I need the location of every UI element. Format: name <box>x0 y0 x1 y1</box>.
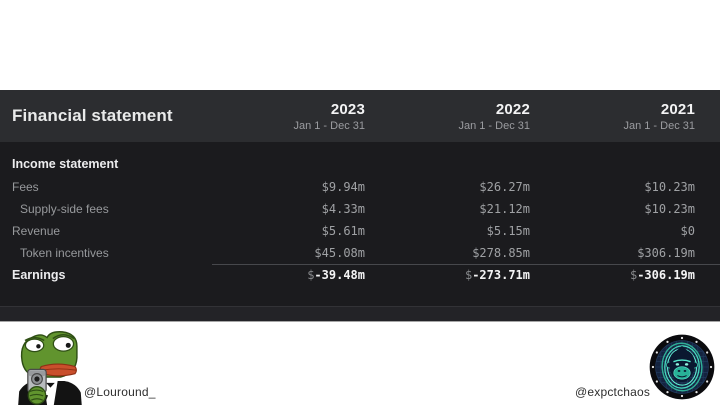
cell-value: $5.61m <box>321 224 365 238</box>
table-row-fees: Fees $9.94m $26.27m $10.23m <box>0 176 720 198</box>
column-header-2023: 2023 Jan 1 - Dec 31 <box>200 99 365 133</box>
cell-value: $278.85m <box>472 246 530 260</box>
right-twitter-handle: @expctchaos <box>575 385 651 399</box>
cell-value: $-39.48m <box>200 268 365 282</box>
cell-value: $306.19m <box>637 246 695 260</box>
cell-value: $21.12m <box>479 202 530 216</box>
gorilla-contour-avatar-icon <box>649 334 715 400</box>
currency-symbol: $ <box>629 268 638 282</box>
column-header-2022: 2022 Jan 1 - Dec 31 <box>365 99 530 133</box>
panel-title: Financial statement <box>12 106 173 125</box>
cell-value: $9.94m <box>321 180 365 194</box>
column-date-range: Jan 1 - Dec 31 <box>293 120 365 132</box>
cell-value: $10.23m <box>644 202 695 216</box>
cell-value: $10.23m <box>644 180 695 194</box>
currency-symbol: $ <box>307 268 315 282</box>
cell-value: $26.27m <box>479 180 530 194</box>
column-date-range: Jan 1 - Dec 31 <box>458 120 530 132</box>
column-year: 2023 <box>330 101 365 118</box>
row-label: Supply-side fees <box>20 202 109 216</box>
earnings-amount: -273.71m <box>472 268 530 282</box>
earnings-divider-line <box>212 264 720 265</box>
cell-value: $-306.19m <box>530 268 695 282</box>
statement-body: Income statement Fees $9.94m $26.27m $10… <box>0 142 720 306</box>
cell-value: $-273.71m <box>365 268 530 282</box>
column-header-2021: 2021 Jan 1 - Dec 31 <box>530 99 695 133</box>
column-year: 2021 <box>660 101 695 118</box>
left-twitter-handle: @Louround_ <box>84 385 156 399</box>
earnings-amount: -306.19m <box>637 268 695 282</box>
cell-value: $0 <box>680 224 695 238</box>
currency-symbol: $ <box>464 268 473 282</box>
table-row-supply-side-fees: Supply-side fees $4.33m $21.12m $10.23m <box>0 198 720 220</box>
financial-statement-panel: Financial statement 2023 Jan 1 - Dec 31 … <box>0 90 720 322</box>
table-row-token-incentives: Token incentives $45.08m $278.85m $306.1… <box>0 242 720 264</box>
cell-value: $45.08m <box>314 246 365 260</box>
row-label: Fees <box>12 180 39 194</box>
section-header-income-statement: Income statement <box>12 157 119 171</box>
table-row-earnings: Earnings $-39.48m $-273.71m $-306.19m <box>0 264 720 286</box>
row-label: Token incentives <box>20 246 109 260</box>
pepe-tuxedo-gun-meme-icon <box>18 331 82 405</box>
column-date-range: Jan 1 - Dec 31 <box>623 120 695 132</box>
earnings-amount: -39.48m <box>314 268 365 282</box>
row-label: Earnings <box>12 268 66 282</box>
column-year: 2022 <box>495 101 530 118</box>
cell-value: $4.33m <box>321 202 365 216</box>
statement-header: Financial statement 2023 Jan 1 - Dec 31 … <box>0 90 720 142</box>
table-row-revenue: Revenue $5.61m $5.15m $0 <box>0 220 720 242</box>
cell-value: $5.15m <box>486 224 530 238</box>
statement-footer-band <box>0 306 720 322</box>
row-label: Revenue <box>12 224 61 238</box>
